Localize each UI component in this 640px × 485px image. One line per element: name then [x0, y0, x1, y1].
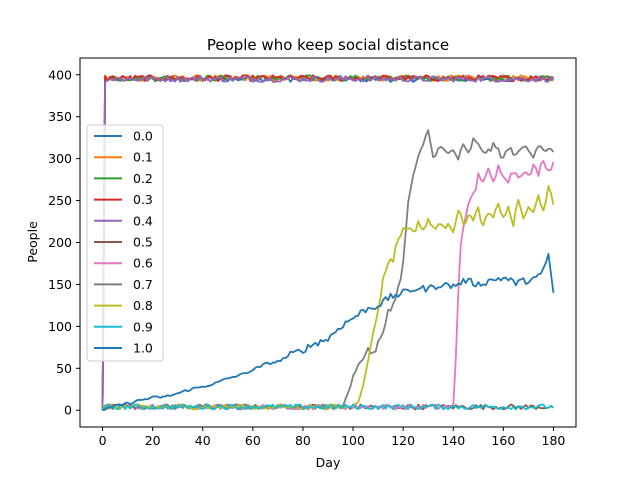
legend-label: 0.7 [133, 277, 153, 292]
y-tick-label: 50 [56, 361, 72, 376]
y-tick-label: 100 [48, 319, 72, 334]
y-axis-ticks: 0 50 100 150 200 250 300 350 400 [48, 67, 80, 418]
x-tick-label: 180 [542, 433, 566, 448]
series-line-0.3 [101, 74, 554, 411]
legend-label: 0.6 [133, 256, 153, 271]
y-tick-label: 300 [48, 151, 72, 166]
legend-label: 0.3 [133, 192, 153, 207]
y-tick-label: 200 [48, 235, 72, 250]
y-tick-label: 250 [48, 193, 72, 208]
legend-label: 0.9 [133, 319, 153, 334]
y-tick-label: 0 [64, 403, 72, 418]
x-tick-label: 0 [99, 433, 107, 448]
y-tick-label: 150 [48, 277, 72, 292]
x-tick-label: 120 [391, 433, 415, 448]
legend-label: 0.1 [133, 150, 153, 165]
series-line-1.0 [102, 252, 555, 412]
series-line-0.9 [101, 403, 555, 411]
x-axis-ticks: 0 20 40 60 80 100 120 140 160 180 [99, 427, 566, 448]
legend-box [86, 124, 164, 362]
legend-label: 0.5 [133, 235, 153, 250]
legend-label: 0.4 [133, 213, 153, 228]
x-tick-label: 20 [145, 433, 161, 448]
legend: 0.0 0.1 0.2 0.3 0.4 0.5 0.6 0.7 0.8 0.9 1.0 [86, 124, 164, 362]
x-tick-label: 80 [295, 433, 311, 448]
series-line-0.7 [102, 129, 555, 411]
legend-label: 0.0 [133, 129, 153, 144]
x-tick-label: 40 [195, 433, 211, 448]
y-tick-label: 350 [48, 109, 72, 124]
legend-label: 0.2 [133, 171, 153, 186]
legend-label: 1.0 [133, 341, 153, 356]
legend-label: 0.8 [133, 298, 153, 313]
x-tick-label: 160 [491, 433, 515, 448]
chart-title: People who keep social distance [207, 36, 449, 54]
y-axis-label: People [25, 221, 40, 263]
x-axis-label: Day [316, 455, 341, 470]
x-tick-label: 60 [245, 433, 261, 448]
x-tick-label: 100 [341, 433, 365, 448]
x-tick-label: 140 [441, 433, 465, 448]
y-tick-label: 400 [48, 67, 72, 82]
series-line-0.4 [101, 75, 555, 411]
plot-layer [101, 74, 555, 412]
